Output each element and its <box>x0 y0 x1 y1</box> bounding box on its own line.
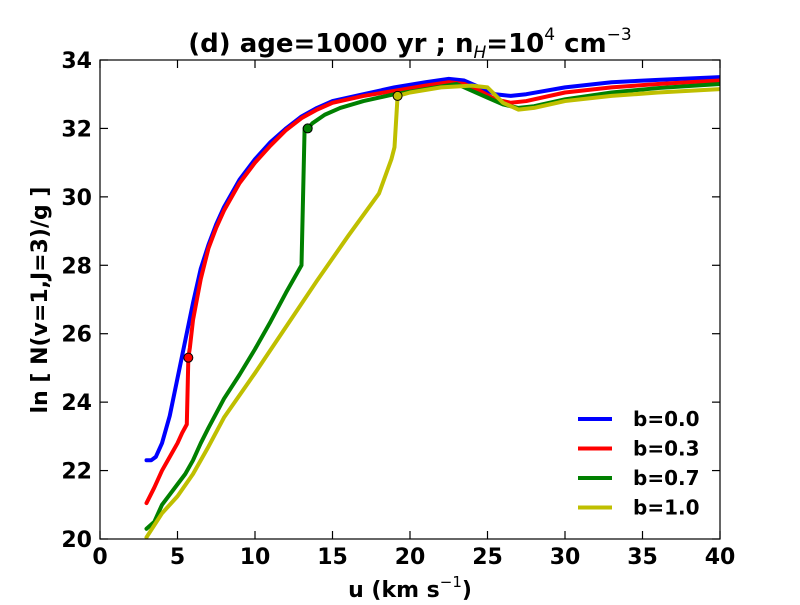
x-axis: 0 5 10 15 20 25 30 35 40 <box>92 60 735 570</box>
y-tick-label: 32 <box>61 117 92 142</box>
x-tick-label: 20 <box>395 545 426 570</box>
x-tick-label: 30 <box>550 545 581 570</box>
x-tick-label: 25 <box>472 545 503 570</box>
title-prefix: (d) age=1000 yr ; n <box>188 29 473 59</box>
title-superscript: 4 <box>544 25 555 45</box>
y-axis: 20 22 24 26 28 30 32 34 <box>61 49 720 553</box>
legend-label-b=0.7: b=0.7 <box>633 466 700 490</box>
y-tick-label: 30 <box>61 186 92 211</box>
x-tick-label: 35 <box>627 545 658 570</box>
y-tick-label: 24 <box>61 391 92 416</box>
legend: b=0.0 b=0.3 b=0.7 b=1.0 <box>578 407 700 520</box>
y-tick-label: 26 <box>61 323 92 348</box>
legend-label-b=1.0: b=1.0 <box>633 496 700 520</box>
title-subscript: H <box>473 43 486 63</box>
x-tick-label: 10 <box>240 545 271 570</box>
series-line-b=1.0 <box>144 83 720 539</box>
x-axis-label-superscript: −1 <box>440 573 462 591</box>
y-tick-label: 22 <box>61 460 92 485</box>
transition-marker-b=0.3 <box>183 352 194 363</box>
y-tick-label: 34 <box>61 49 92 74</box>
svg-text:(d) age=1000 yr ; nH=104 cm−3: (d) age=1000 yr ; nH=104 cm−3 <box>188 25 631 63</box>
transition-marker-b=0.7 <box>302 123 313 134</box>
x-tick-label: 0 <box>92 545 107 570</box>
title-unit-superscript: −3 <box>607 25 632 45</box>
x-tick-label: 40 <box>705 545 736 570</box>
y-axis-label: ln [ N(v=1,J=3)/g ] <box>28 187 53 414</box>
title-mid: =10 <box>486 29 544 59</box>
y-tick-label: 20 <box>61 528 92 553</box>
transition-marker-b=1.0 <box>392 90 403 101</box>
x-tick-label: 15 <box>317 545 348 570</box>
y-tick-label: 28 <box>61 254 92 279</box>
chart-title: (d) age=1000 yr ; nH=104 cm−3 <box>188 25 631 63</box>
legend-label-b=0.0: b=0.0 <box>633 407 700 431</box>
legend-label-b=0.3: b=0.3 <box>633 437 700 461</box>
marker-layer <box>183 90 403 363</box>
series-line-b=0.7 <box>144 81 720 531</box>
x-axis-label: u (km s−1) <box>348 573 472 600</box>
x-tick-label: 5 <box>170 545 185 570</box>
title-unit: cm <box>555 29 607 59</box>
